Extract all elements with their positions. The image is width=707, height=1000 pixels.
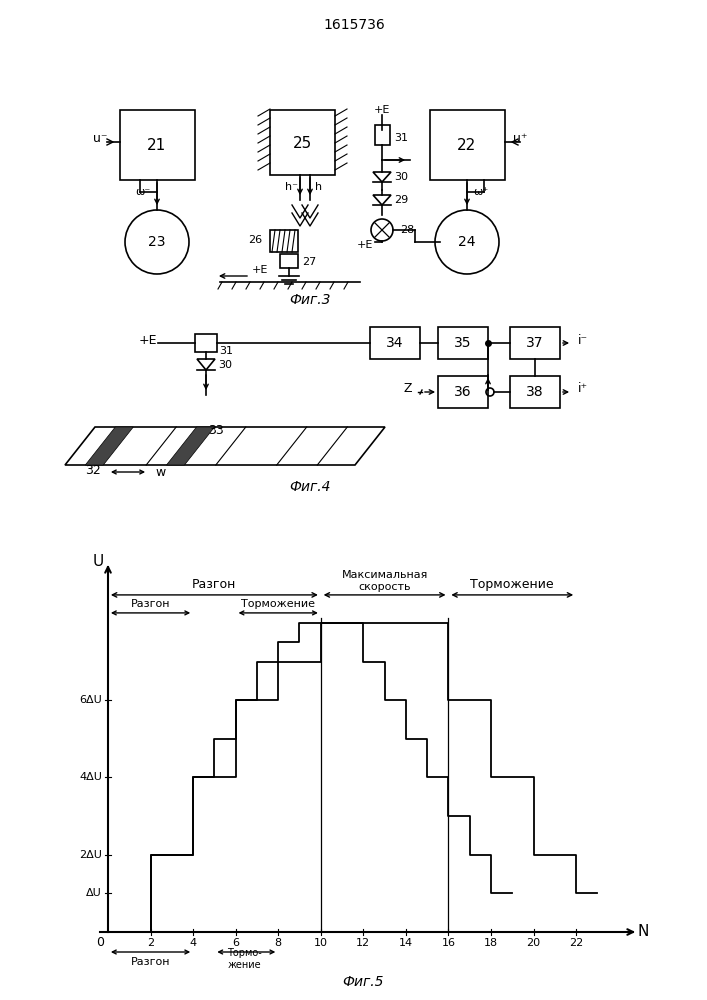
Text: 21: 21 — [147, 137, 167, 152]
Text: i⁺: i⁺ — [578, 382, 588, 395]
Text: 12: 12 — [356, 938, 370, 948]
Text: Максимальная
скорость: Максимальная скорость — [341, 570, 428, 592]
Bar — [370, 327, 420, 359]
Text: 23: 23 — [148, 235, 165, 249]
Text: Разгон: Разгон — [131, 599, 170, 609]
Text: 31: 31 — [219, 346, 233, 356]
Text: 6: 6 — [232, 938, 239, 948]
Text: 6ΔU: 6ΔU — [79, 695, 102, 705]
Polygon shape — [167, 427, 214, 465]
Text: 24: 24 — [458, 235, 476, 249]
Text: u⁻: u⁻ — [93, 131, 107, 144]
Bar — [375, 125, 390, 145]
Text: 2ΔU: 2ΔU — [79, 850, 102, 860]
Text: 26: 26 — [248, 235, 262, 245]
Text: 1615736: 1615736 — [323, 18, 385, 32]
Text: 34: 34 — [386, 336, 404, 350]
Bar — [195, 334, 217, 352]
Text: Разгон: Разгон — [192, 578, 237, 591]
Bar — [438, 327, 488, 359]
Text: Z: Z — [404, 382, 412, 395]
Bar — [280, 254, 298, 268]
Text: ω⁻: ω⁻ — [135, 187, 151, 197]
Text: 25: 25 — [293, 135, 312, 150]
Text: +E: +E — [374, 105, 390, 115]
Bar — [270, 230, 298, 252]
Text: 18: 18 — [484, 938, 498, 948]
Bar — [510, 327, 560, 359]
Text: u⁺: u⁺ — [513, 131, 527, 144]
Text: ω⁺: ω⁺ — [474, 187, 489, 197]
Text: 22: 22 — [457, 137, 477, 152]
Text: Фиг.4: Фиг.4 — [289, 480, 331, 494]
Text: 10: 10 — [314, 938, 328, 948]
Bar — [510, 376, 560, 408]
Text: 33: 33 — [208, 424, 223, 436]
Text: 32: 32 — [85, 464, 101, 477]
Text: U: U — [93, 554, 104, 570]
Text: 8: 8 — [274, 938, 282, 948]
Text: N: N — [637, 924, 649, 940]
Text: 2: 2 — [147, 938, 154, 948]
Text: h⁻: h⁻ — [284, 182, 298, 192]
Text: Фиг.3: Фиг.3 — [289, 293, 331, 307]
Bar — [270, 110, 335, 175]
Text: Разгон: Разгон — [131, 957, 170, 967]
Text: 30: 30 — [218, 360, 232, 370]
Bar — [120, 110, 195, 180]
Text: +E: +E — [252, 265, 268, 275]
Text: 4ΔU: 4ΔU — [79, 772, 102, 782]
Text: 36: 36 — [454, 385, 472, 399]
Bar — [438, 376, 488, 408]
Text: 35: 35 — [455, 336, 472, 350]
Text: 31: 31 — [394, 133, 408, 143]
Text: 37: 37 — [526, 336, 544, 350]
Text: Тормо-
жение: Тормо- жение — [227, 948, 262, 970]
Text: w: w — [155, 466, 165, 479]
Text: i⁻: i⁻ — [578, 334, 588, 347]
Text: Торможение: Торможение — [241, 599, 315, 609]
Text: +E: +E — [139, 334, 157, 347]
Text: 29: 29 — [394, 195, 408, 205]
Text: 0: 0 — [96, 936, 104, 948]
Text: +E: +E — [357, 240, 373, 250]
Text: Торможение: Торможение — [470, 578, 554, 591]
Polygon shape — [86, 427, 134, 465]
Text: 27: 27 — [302, 257, 316, 267]
Text: Фиг.5: Фиг.5 — [343, 975, 384, 989]
Text: 14: 14 — [399, 938, 413, 948]
Bar — [430, 110, 505, 180]
Text: 22: 22 — [569, 938, 583, 948]
Text: 20: 20 — [527, 938, 541, 948]
Text: 38: 38 — [526, 385, 544, 399]
Text: 16: 16 — [441, 938, 455, 948]
Text: ΔU: ΔU — [86, 888, 102, 898]
Text: 28: 28 — [400, 225, 414, 235]
Text: h: h — [315, 182, 322, 192]
Text: 30: 30 — [394, 172, 408, 182]
Text: 4: 4 — [189, 938, 197, 948]
